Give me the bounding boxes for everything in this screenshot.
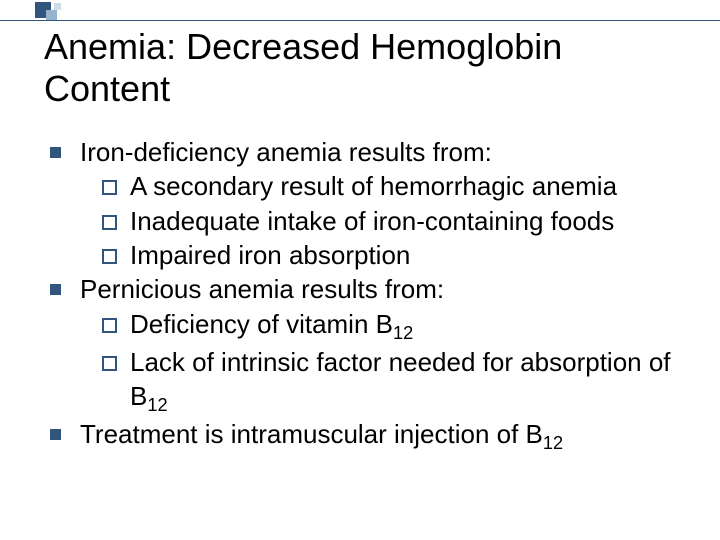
bullet-item: Treatment is intramuscular injection of … [48,417,690,455]
subscript: 12 [393,323,413,343]
bullet-item: Iron-deficiency anemia results from: A s… [48,135,690,272]
deco-underline [0,20,720,21]
deco-square-light [54,3,61,10]
sub-bullet-item: Impaired iron absorption [102,238,690,272]
bullet-list: Iron-deficiency anemia results from: A s… [44,135,690,455]
subscript: 12 [543,433,563,453]
sub-bullet-list: Deficiency of vitamin B12 Lack of intrin… [80,307,690,418]
bullet-text: Pernicious anemia results from: [80,274,444,304]
sub-bullet-text: Deficiency of vitamin B [130,309,393,339]
sub-bullet-text: Lack of intrinsic factor needed for abso… [130,347,671,411]
sub-bullet-item: A secondary result of hemorrhagic anemia [102,169,690,203]
sub-bullet-item: Inadequate intake of iron-containing foo… [102,204,690,238]
bullet-text: Treatment is intramuscular injection of … [80,419,543,449]
slide-decoration [0,0,720,22]
subscript: 12 [147,395,167,415]
bullet-text: Iron-deficiency anemia results from: [80,137,492,167]
bullet-item: Pernicious anemia results from: Deficien… [48,272,690,417]
sub-bullet-item: Lack of intrinsic factor needed for abso… [102,345,690,418]
sub-bullet-item: Deficiency of vitamin B12 [102,307,690,345]
slide-title: Anemia: Decreased Hemoglobin Content [44,26,690,111]
sub-bullet-list: A secondary result of hemorrhagic anemia… [80,169,690,272]
slide-content: Anemia: Decreased Hemoglobin Content Iro… [0,0,720,455]
